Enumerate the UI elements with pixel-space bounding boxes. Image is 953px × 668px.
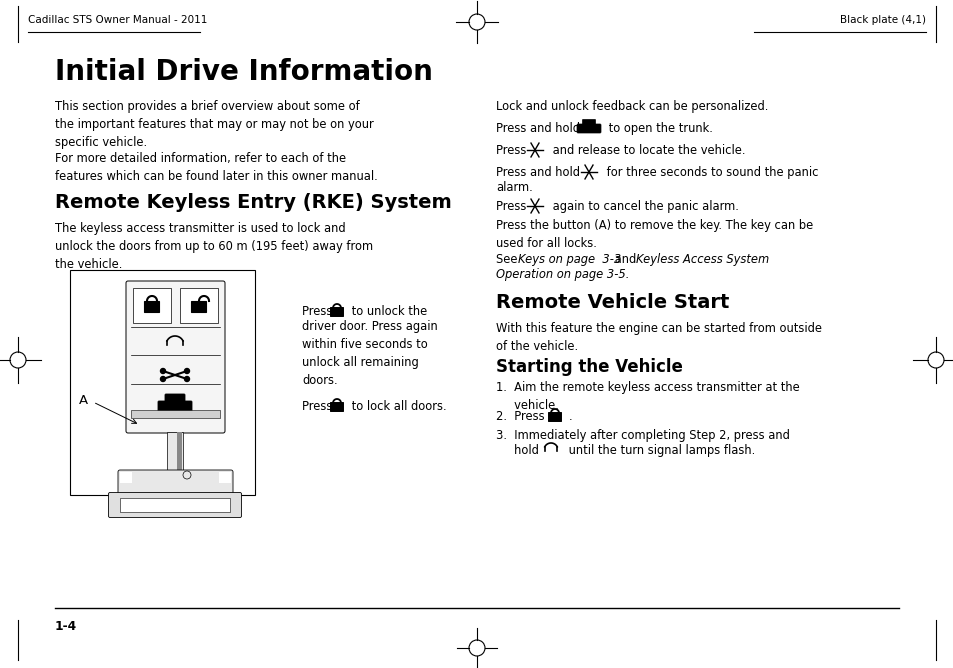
Text: to lock all doors.: to lock all doors. bbox=[348, 400, 446, 413]
Text: and: and bbox=[610, 253, 639, 266]
Text: .: . bbox=[568, 410, 572, 423]
Bar bbox=[177, 432, 182, 472]
Text: Initial Drive Information: Initial Drive Information bbox=[55, 58, 433, 86]
Bar bbox=[70, 270, 254, 495]
Text: This section provides a brief overview about some of
the important features that: This section provides a brief overview a… bbox=[55, 100, 374, 149]
Text: Remote Keyless Entry (RKE) System: Remote Keyless Entry (RKE) System bbox=[55, 193, 452, 212]
FancyBboxPatch shape bbox=[165, 394, 185, 403]
Text: 1-4: 1-4 bbox=[55, 620, 77, 633]
Bar bbox=[120, 498, 230, 512]
Circle shape bbox=[181, 409, 189, 417]
Circle shape bbox=[184, 369, 190, 373]
Text: Press the button (A) to remove the key. The key can be
used for all locks.: Press the button (A) to remove the key. … bbox=[496, 219, 812, 250]
Text: to unlock the: to unlock the bbox=[348, 305, 427, 318]
Text: again to cancel the panic alarm.: again to cancel the panic alarm. bbox=[548, 200, 739, 213]
FancyBboxPatch shape bbox=[158, 401, 192, 412]
Bar bbox=[180, 288, 218, 323]
Circle shape bbox=[184, 377, 190, 381]
Text: With this feature the engine can be started from outside
of the vehicle.: With this feature the engine can be star… bbox=[496, 322, 821, 353]
Bar bbox=[132, 288, 171, 323]
FancyBboxPatch shape bbox=[330, 307, 343, 315]
Text: Press: Press bbox=[302, 400, 335, 413]
Circle shape bbox=[161, 409, 169, 417]
FancyBboxPatch shape bbox=[126, 281, 225, 433]
Text: for three seconds to sound the panic: for three seconds to sound the panic bbox=[602, 166, 818, 179]
Text: 3.  Immediately after completing Step 2, press and: 3. Immediately after completing Step 2, … bbox=[496, 429, 789, 442]
Text: Press: Press bbox=[496, 200, 530, 213]
Text: Black plate (4,1): Black plate (4,1) bbox=[840, 15, 925, 25]
Text: A: A bbox=[79, 393, 88, 407]
Text: Press: Press bbox=[496, 144, 530, 157]
Text: Lock and unlock feedback can be personalized.: Lock and unlock feedback can be personal… bbox=[496, 100, 767, 113]
Text: to open the trunk.: to open the trunk. bbox=[604, 122, 712, 135]
Text: For more detailed information, refer to each of the
features which can be found : For more detailed information, refer to … bbox=[55, 152, 377, 183]
FancyBboxPatch shape bbox=[330, 401, 343, 411]
Text: The keyless access transmitter is used to lock and
unlock the doors from up to 6: The keyless access transmitter is used t… bbox=[55, 222, 373, 271]
Bar bbox=[219, 472, 231, 483]
Text: Press and hold: Press and hold bbox=[496, 166, 583, 179]
Bar bbox=[167, 432, 183, 472]
Text: Press and hold: Press and hold bbox=[496, 122, 583, 135]
Text: until the turn signal lamps flash.: until the turn signal lamps flash. bbox=[564, 444, 755, 457]
Circle shape bbox=[160, 369, 165, 373]
FancyBboxPatch shape bbox=[548, 411, 561, 420]
FancyBboxPatch shape bbox=[109, 492, 241, 518]
Text: Starting the Vehicle: Starting the Vehicle bbox=[496, 358, 682, 376]
Text: Press: Press bbox=[302, 305, 335, 318]
FancyBboxPatch shape bbox=[118, 470, 233, 496]
Text: Operation on page 3-5.: Operation on page 3-5. bbox=[496, 268, 629, 281]
Text: Keys on page  3-3: Keys on page 3-3 bbox=[517, 253, 620, 266]
Bar bbox=[120, 472, 132, 483]
Text: 2.  Press: 2. Press bbox=[496, 410, 548, 423]
Circle shape bbox=[160, 377, 165, 381]
FancyBboxPatch shape bbox=[192, 301, 206, 311]
Text: driver door. Press again
within five seconds to
unlock all remaining
doors.: driver door. Press again within five sec… bbox=[302, 320, 437, 387]
Text: See: See bbox=[496, 253, 520, 266]
Bar bbox=[131, 410, 220, 418]
Text: and release to locate the vehicle.: and release to locate the vehicle. bbox=[548, 144, 744, 157]
Text: 1.  Aim the remote keyless access transmitter at the
     vehicle.: 1. Aim the remote keyless access transmi… bbox=[496, 381, 799, 412]
FancyBboxPatch shape bbox=[582, 120, 595, 126]
FancyBboxPatch shape bbox=[577, 124, 600, 133]
Text: Remote Vehicle Start: Remote Vehicle Start bbox=[496, 293, 729, 312]
Text: Cadillac STS Owner Manual - 2011: Cadillac STS Owner Manual - 2011 bbox=[28, 15, 207, 25]
Text: alarm.: alarm. bbox=[496, 181, 532, 194]
FancyBboxPatch shape bbox=[144, 301, 159, 311]
Text: hold: hold bbox=[496, 444, 542, 457]
Text: Keyless Access System: Keyless Access System bbox=[636, 253, 768, 266]
